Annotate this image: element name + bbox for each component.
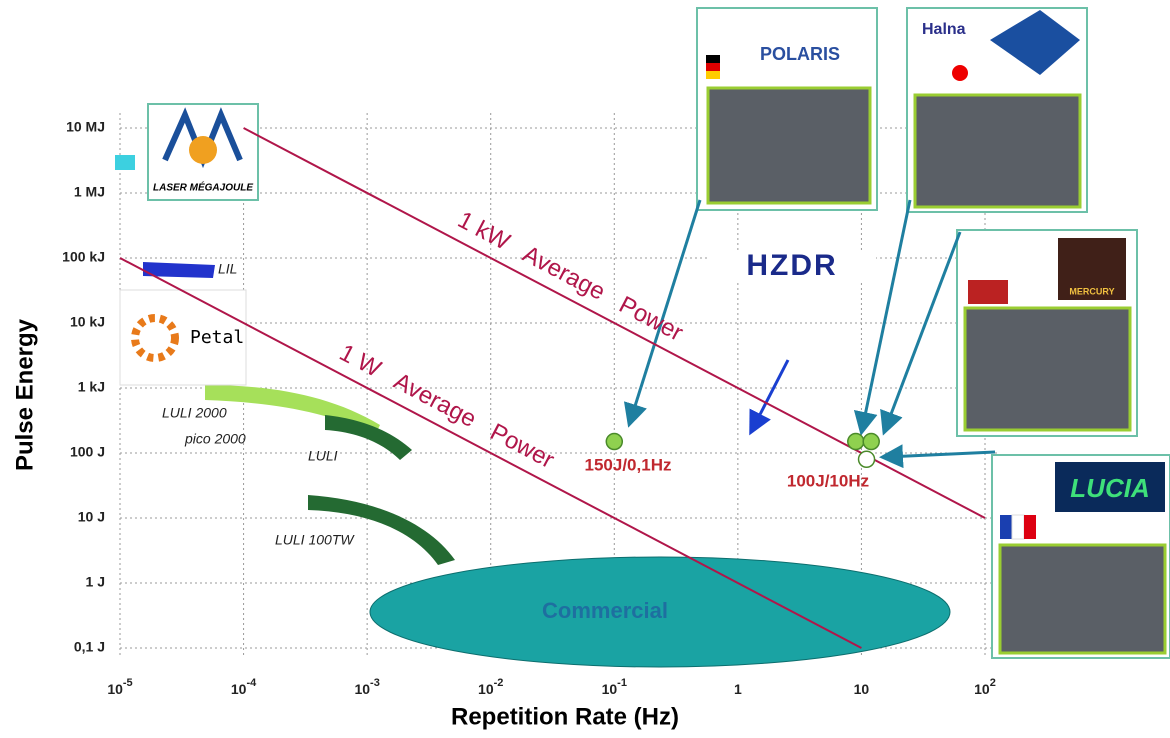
x-tick-exponent: -4 <box>246 677 257 689</box>
annotation: Commercial <box>542 598 668 623</box>
commercial-region <box>369 556 951 668</box>
x-tick-exponent: 2 <box>990 677 996 689</box>
petal-logo <box>119 289 247 386</box>
petal-icon <box>131 314 179 362</box>
y-tick-label: 1 kJ <box>78 379 105 395</box>
lucia-logo <box>1055 462 1165 512</box>
x-tick-exponent: -2 <box>494 677 504 689</box>
x-tick-label: 10-1 <box>602 677 627 697</box>
point <box>847 432 865 451</box>
photo <box>963 306 1132 432</box>
photo <box>706 86 872 205</box>
annotation: LULI 100TW <box>275 532 355 548</box>
halna-icon <box>990 10 1080 75</box>
halna-dot <box>952 65 968 81</box>
luli100tw-region <box>308 495 455 565</box>
x-tick-base: 10 <box>478 681 494 697</box>
x-tick-base: 10 <box>231 681 247 697</box>
annotation: pico 2000 <box>184 431 246 447</box>
hzdr-logo <box>708 250 876 282</box>
x-tick-base: 10 <box>602 681 618 697</box>
lil-region <box>143 262 215 278</box>
x-tick-base: 10 <box>107 681 123 697</box>
logo-text: HZDR <box>746 249 837 282</box>
x-tick-label: 10-5 <box>107 677 132 697</box>
line-label: 1 kW Average Power <box>453 206 687 346</box>
x-tick-base: 10 <box>974 681 990 697</box>
y-tick-label: 10 MJ <box>66 119 105 135</box>
arrow <box>879 444 996 469</box>
line-label: 1 W Average Power <box>335 339 559 474</box>
annotation: 100J/10Hz <box>787 471 869 490</box>
lmj-sun <box>189 136 217 164</box>
logo-text: LASER MÉGAJOULE <box>153 181 253 194</box>
y-tick-label: 10 J <box>78 509 105 525</box>
y-tick-label: 10 kJ <box>70 314 105 330</box>
mercury-logo <box>1058 238 1126 300</box>
arrow <box>853 199 912 436</box>
point <box>605 432 624 451</box>
power-line <box>119 257 862 649</box>
x-tick-base: 1 <box>734 681 742 697</box>
annotation: 150J/0,1Hz <box>585 455 672 474</box>
y-tick-label: 100 kJ <box>62 249 105 265</box>
y-axis-title: Pulse Energy <box>11 318 38 471</box>
x-tick-exponent: -5 <box>123 677 133 689</box>
x-tick-label: 1 <box>734 681 742 697</box>
x-tick-base: 10 <box>354 681 370 697</box>
x-tick-exponent: -3 <box>370 677 380 689</box>
x-tick-label: 10-3 <box>354 677 379 697</box>
y-tick-label: 0,1 J <box>74 639 105 655</box>
photo <box>913 93 1082 209</box>
y-tick-label: 1 J <box>86 574 105 590</box>
logo-text: Petal <box>190 327 244 348</box>
luli2000-region <box>205 385 380 435</box>
luli-region <box>325 415 412 460</box>
logo-text: MERCURY <box>1069 286 1114 296</box>
point <box>862 432 880 451</box>
arrow <box>880 231 962 436</box>
x-tick-base: 10 <box>854 681 870 697</box>
annotation: LULI <box>308 448 338 464</box>
x-tick-label: 10-4 <box>231 677 257 697</box>
x-tick-label: 10 <box>854 681 870 697</box>
x-tick-exponent: -1 <box>617 677 627 689</box>
logo-text: Halna <box>922 21 966 38</box>
x-tick-label: 102 <box>974 677 996 697</box>
annotation: LULI 2000 <box>162 405 227 421</box>
lmj-region <box>115 155 135 170</box>
x-tick-label: 10-2 <box>478 677 503 697</box>
us-flag <box>968 280 1008 304</box>
y-tick-label: 1 MJ <box>74 184 105 200</box>
y-tick-label: 100 J <box>70 444 105 460</box>
point <box>857 450 876 469</box>
arrow <box>623 199 702 428</box>
annotation: LIL <box>218 261 237 277</box>
logo-text: LUCIA <box>1070 473 1149 503</box>
photo <box>998 543 1167 655</box>
arrow <box>749 359 790 436</box>
logo-text: POLARIS <box>760 44 840 64</box>
x-axis-title: Repetition Rate (Hz) <box>451 703 679 730</box>
